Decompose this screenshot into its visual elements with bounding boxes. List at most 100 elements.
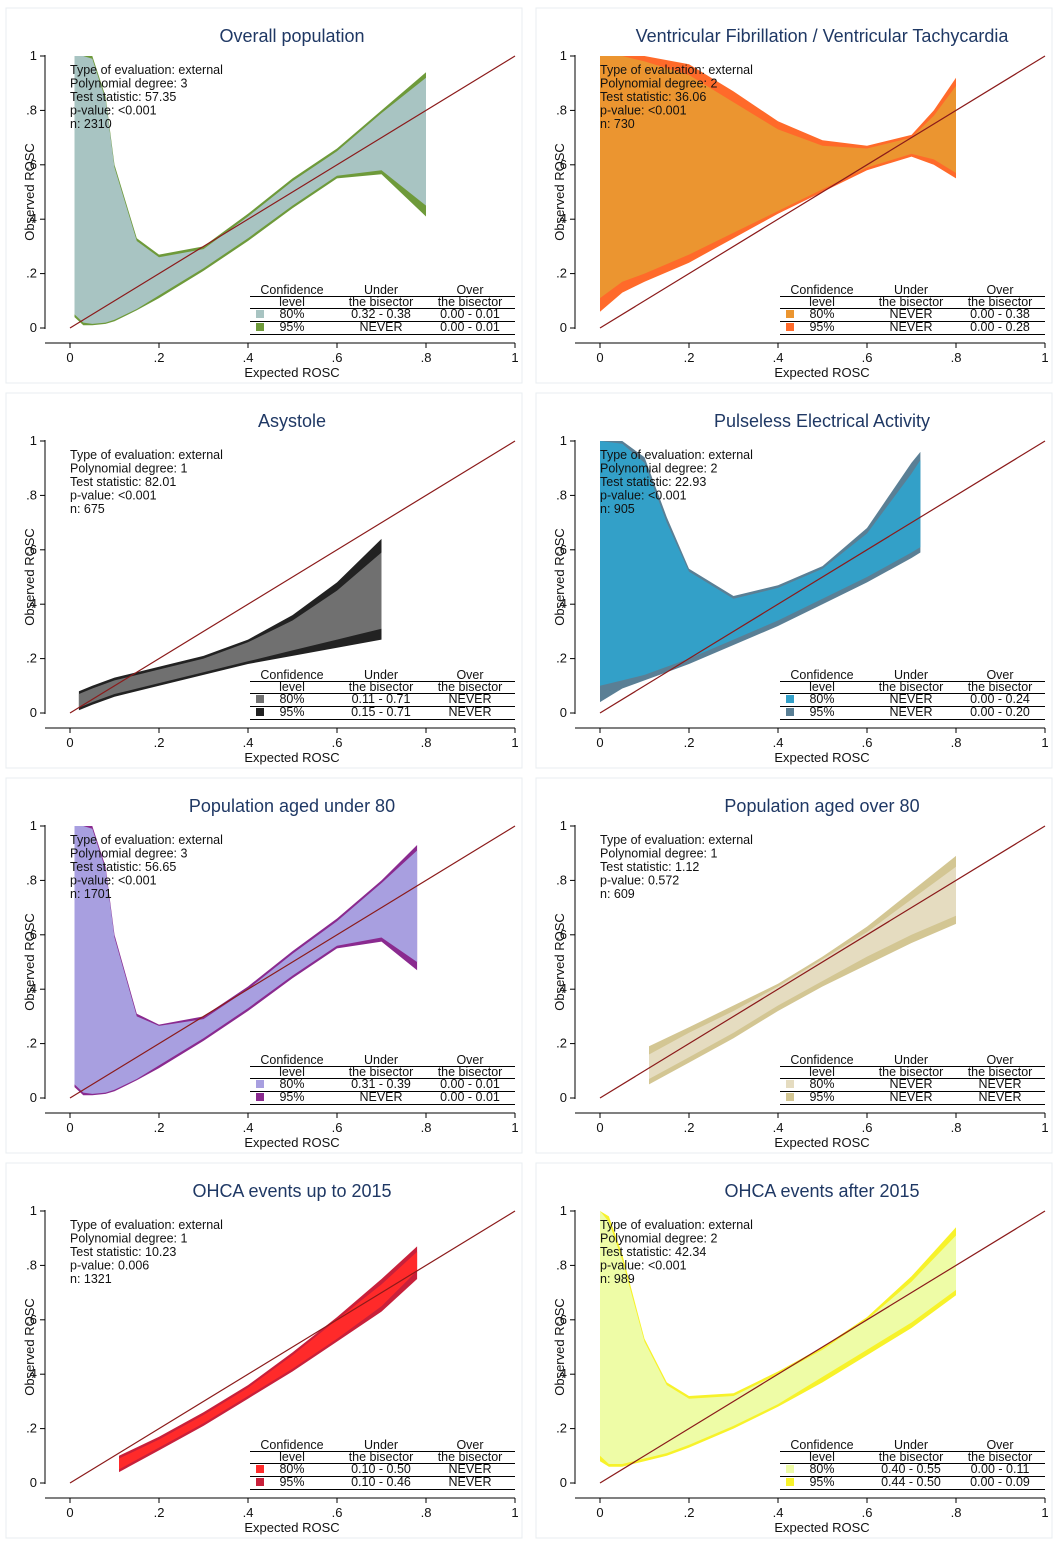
legend-level: 95% bbox=[279, 320, 304, 334]
chart-panel: Population aged under 80 0 .2 .4 .6 .8 1 0 .2 .4.… bbox=[0, 770, 526, 1155]
stat-line: Polynomial degree: 3 bbox=[70, 77, 187, 91]
y-tick-label: .2 bbox=[26, 266, 37, 281]
stat-line: n: 905 bbox=[600, 502, 635, 516]
legend-header: level bbox=[809, 1450, 835, 1464]
x-axis-title: Expected ROSC bbox=[244, 1520, 339, 1535]
panel-frame bbox=[5, 392, 523, 769]
y-axis-title: Observed ROSC bbox=[22, 1298, 37, 1396]
legend-over-value: 0.00 - 0.01 bbox=[440, 307, 500, 321]
y-axis-title: Observed ROSC bbox=[552, 1298, 567, 1396]
legend-level: 80% bbox=[279, 1077, 304, 1091]
legend-over-value: NEVER bbox=[448, 1462, 491, 1476]
stat-line: Type of evaluation: external bbox=[70, 833, 223, 847]
legend-header: the bisector bbox=[438, 1065, 503, 1079]
stat-line: n: 730 bbox=[600, 117, 635, 131]
y-tick-label: .8 bbox=[26, 1257, 37, 1272]
legend-level: 95% bbox=[279, 1090, 304, 1104]
legend-under-value: 0.10 - 0.50 bbox=[351, 1462, 411, 1476]
band-80 bbox=[600, 1211, 956, 1464]
y-tick-label: 0 bbox=[30, 320, 37, 335]
legend-under-value: NEVER bbox=[889, 307, 932, 321]
y-axis-title: Observed ROSC bbox=[552, 913, 567, 1011]
y-tick-label: 1 bbox=[560, 433, 567, 448]
y-tick-label: .8 bbox=[556, 487, 567, 502]
y-tick-label: .6 bbox=[26, 542, 37, 557]
stat-line: Polynomial degree: 2 bbox=[600, 462, 717, 476]
legend-level: 95% bbox=[279, 705, 304, 719]
band-80 bbox=[74, 56, 426, 324]
stat-line: Type of evaluation: external bbox=[70, 63, 223, 77]
chart-panel: Overall population 0 .2 .4 .6 .8 1 0 .2 .4 .6 .8 1 Ex… bbox=[0, 0, 526, 385]
y-tick-label: .6 bbox=[26, 157, 37, 172]
y-tick-label: .6 bbox=[556, 927, 567, 942]
x-tick-label: 1 bbox=[511, 1120, 518, 1135]
legend-swatch bbox=[256, 695, 264, 703]
legend-header: Under bbox=[894, 283, 928, 297]
x-axis-title: Expected ROSC bbox=[774, 1520, 869, 1535]
chart-title: Population aged over 80 bbox=[724, 796, 919, 816]
y-tick-label: 0 bbox=[30, 1475, 37, 1490]
chart-svg: OHCA events up to 2015 0 .2 .4 .6 .8 1 0 .2 .4 .6.… bbox=[5, 1162, 523, 1539]
legend-under-value: NEVER bbox=[889, 692, 932, 706]
chart-svg: OHCA events after 2015 0 .2 .4 .6 .8 1 0 .2 .4 .6.… bbox=[535, 1162, 1053, 1539]
x-tick-label: .6 bbox=[862, 1120, 873, 1135]
legend-swatch bbox=[786, 1080, 794, 1088]
band-80 bbox=[78, 552, 382, 708]
x-tick-label: .6 bbox=[332, 1505, 343, 1520]
x-tick-label: .4 bbox=[243, 350, 254, 365]
x-axis-title: Expected ROSC bbox=[244, 1135, 339, 1150]
stat-line: n: 609 bbox=[600, 887, 635, 901]
legend-over-value: NEVER bbox=[978, 1077, 1021, 1091]
stat-line: Test statistic: 42.34 bbox=[600, 1245, 706, 1259]
x-tick-label: 0 bbox=[596, 735, 603, 750]
x-axis-title: Expected ROSC bbox=[244, 750, 339, 765]
chart-panel: OHCA events up to 2015 0 .2 .4 .6 .8 1 0 .2 .4 .6.… bbox=[0, 1155, 526, 1540]
y-tick-label: .2 bbox=[556, 1036, 567, 1051]
legend-header: Over bbox=[986, 1053, 1013, 1067]
x-tick-label: .4 bbox=[773, 350, 784, 365]
legend-under-value: 0.15 - 0.71 bbox=[351, 705, 411, 719]
legend-header: Confidence bbox=[260, 668, 323, 682]
legend-header: Under bbox=[364, 668, 398, 682]
chart-svg: Asystole 0 .2 .4 .6 .8 1 0 .2 .4 .6 .8 1 Expected ROS… bbox=[5, 392, 523, 769]
legend-over-value: 0.00 - 0.01 bbox=[440, 320, 500, 334]
legend-swatch bbox=[256, 1465, 264, 1473]
panel-frame bbox=[535, 777, 1053, 1154]
legend-header: the bisector bbox=[438, 680, 503, 694]
legend-header: Over bbox=[456, 668, 483, 682]
y-tick-label: 0 bbox=[560, 320, 567, 335]
legend-header: the bisector bbox=[349, 295, 414, 309]
legend-header: Over bbox=[456, 1053, 483, 1067]
legend-under-value: NEVER bbox=[359, 320, 402, 334]
x-tick-label: .4 bbox=[773, 735, 784, 750]
legend-under-value: 0.10 - 0.46 bbox=[351, 1475, 411, 1489]
legend-over-value: NEVER bbox=[448, 692, 491, 706]
y-tick-label: .4 bbox=[26, 211, 37, 226]
legend-level: 95% bbox=[809, 1475, 834, 1489]
x-tick-label: .8 bbox=[421, 1505, 432, 1520]
x-tick-label: 1 bbox=[511, 735, 518, 750]
legend-header: Over bbox=[456, 283, 483, 297]
legend-level: 95% bbox=[279, 1475, 304, 1489]
y-tick-label: .6 bbox=[556, 542, 567, 557]
stat-line: p-value: <0.001 bbox=[70, 874, 157, 888]
x-tick-label: 1 bbox=[1041, 350, 1048, 365]
legend-header: the bisector bbox=[968, 1450, 1033, 1464]
stat-line: Type of evaluation: external bbox=[70, 1218, 223, 1232]
chart-svg: Ventricular Fibrillation / Ventricular T… bbox=[535, 7, 1053, 384]
legend-header: the bisector bbox=[879, 1065, 944, 1079]
y-tick-label: .2 bbox=[26, 1421, 37, 1436]
x-tick-label: .8 bbox=[951, 735, 962, 750]
band-80 bbox=[600, 56, 956, 299]
legend-header: level bbox=[279, 295, 305, 309]
legend-header: Confidence bbox=[260, 1438, 323, 1452]
legend-header: the bisector bbox=[438, 295, 503, 309]
legend-level: 95% bbox=[809, 1090, 834, 1104]
x-tick-label: 1 bbox=[1041, 1120, 1048, 1135]
legend-swatch bbox=[256, 1080, 264, 1088]
y-tick-label: .2 bbox=[26, 1036, 37, 1051]
stat-line: Test statistic: 56.65 bbox=[70, 860, 176, 874]
legend-header: Over bbox=[986, 283, 1013, 297]
panel-frame bbox=[5, 1162, 523, 1539]
stat-line: p-value: <0.001 bbox=[600, 1259, 687, 1273]
